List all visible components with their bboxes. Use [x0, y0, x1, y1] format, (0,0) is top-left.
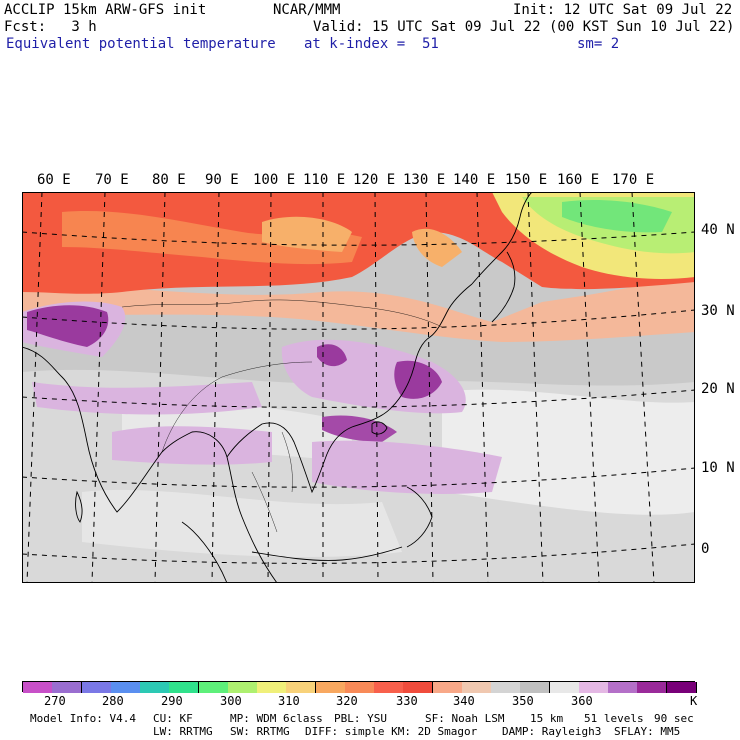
legend-label-350: 350 [512, 694, 534, 708]
model-title: ACCLIP 15km ARW-GFS init [4, 2, 207, 18]
theta-e-warm-transition [22, 272, 695, 342]
legend-swatch [520, 682, 551, 693]
forecast-hour: Fcst: 3 h [4, 19, 97, 35]
legend-label-340: 340 [453, 694, 475, 708]
legend-label-270: 270 [44, 694, 66, 708]
legend-swatch [608, 682, 639, 693]
theta-e-lavender-band-india [32, 382, 262, 415]
legend-label-290: 290 [161, 694, 183, 708]
lon-label-150e: 150 E [505, 172, 548, 188]
map-frame [22, 192, 695, 583]
lon-label-170e: 170 E [612, 172, 655, 188]
lat-label-30n: 30 N [701, 303, 735, 319]
legend-swatch [461, 682, 492, 693]
legend-swatch [578, 682, 609, 693]
legend-swatch [344, 682, 375, 693]
legend-label-360: 360 [571, 694, 593, 708]
legend-swatch [637, 682, 668, 693]
lon-label-60e: 60 E [37, 172, 71, 188]
color-legend-bar [22, 681, 697, 693]
vertical-level: at k-index = 51 [304, 36, 439, 52]
footer-sw: SW: RRTMG [230, 725, 290, 738]
footer-model-info: Model Info: V4.4 [30, 712, 136, 725]
legend-swatch [549, 682, 580, 693]
legend-label-320: 320 [336, 694, 358, 708]
legend-swatch [257, 682, 288, 693]
legend-swatch [110, 682, 141, 693]
theta-e-purple-patch-east-china [394, 360, 442, 399]
legend-swatch [52, 682, 83, 693]
organization-label: NCAR/MMM [273, 2, 341, 18]
theta-e-purple-patch-central-china [317, 344, 347, 367]
legend-unit: K [690, 694, 698, 708]
theta-e-green-patch [562, 200, 672, 233]
footer-damp: DAMP: Rayleigh3 [502, 725, 602, 738]
footer-sf: SF: Noah LSM [425, 712, 505, 725]
theta-e-light-band [82, 489, 402, 558]
lon-label-140e: 140 E [453, 172, 496, 188]
legend-swatch [403, 682, 434, 693]
lon-label-110e: 110 E [303, 172, 346, 188]
legend-swatch [198, 682, 229, 693]
smoothing-label: sm= 2 [577, 36, 620, 52]
theta-e-lavender-band-bay [112, 426, 272, 465]
legend-swatch [491, 682, 522, 693]
lon-label-90e: 90 E [205, 172, 239, 188]
field-name: Equivalent potential temperature [6, 36, 276, 52]
footer-sflay: SFLAY: MM5 [614, 725, 681, 738]
lon-label-160e: 160 E [557, 172, 600, 188]
lon-label-120e: 120 E [353, 172, 396, 188]
legend-label-280: 280 [102, 694, 124, 708]
theta-e-purple-patch-northwest [27, 305, 109, 347]
legend-label-310: 310 [278, 694, 300, 708]
lon-label-130e: 130 E [403, 172, 446, 188]
legend-swatch [286, 682, 317, 693]
footer-lw: LW: RRTMG [153, 725, 213, 738]
theta-e-orange-patch [62, 211, 362, 265]
lat-label-40n: 40 N [701, 222, 735, 238]
legend-label-330: 330 [396, 694, 418, 708]
init-time: Init: 12 UTC Sat 09 Jul 22 [513, 2, 733, 18]
theta-e-lightest-region [442, 389, 695, 515]
footer-pbl: PBL: YSU [334, 712, 387, 725]
valid-time: Valid: 15 UTC Sat 09 Jul 22 (00 KST Sun … [313, 19, 735, 35]
legend-swatch [374, 682, 405, 693]
lat-label-10n: 10 N [701, 460, 735, 476]
theta-e-light-orange-patch [262, 216, 352, 252]
footer-resolution: 15 km [530, 712, 564, 725]
lat-label-20n: 20 N [701, 381, 735, 397]
graticule [22, 192, 695, 583]
legend-swatch [23, 682, 53, 693]
theta-e-map [22, 192, 695, 583]
legend-swatch [666, 682, 697, 693]
legend-label-300: 300 [220, 694, 242, 708]
footer-diff: DIFF: simple KM: 2D Smagor [305, 725, 478, 738]
lon-label-70e: 70 E [95, 172, 129, 188]
footer-levels: 51 levels [584, 712, 644, 725]
legend-swatch [81, 682, 112, 693]
legend-swatch [169, 682, 200, 693]
lat-label-0: 0 [701, 541, 710, 557]
lon-label-100e: 100 E [253, 172, 296, 188]
legend-swatch [432, 682, 463, 693]
theta-e-lavender-band-pacific [312, 440, 502, 494]
legend-swatch [315, 682, 346, 693]
legend-swatch [140, 682, 171, 693]
theta-e-light-orange-patch-east [412, 228, 462, 267]
lon-label-80e: 80 E [152, 172, 186, 188]
legend-swatch [227, 682, 258, 693]
footer-cu: CU: KF [153, 712, 193, 725]
footer-timestep: 90 sec [654, 712, 694, 725]
footer-mp: MP: WDM 6class [230, 712, 323, 725]
